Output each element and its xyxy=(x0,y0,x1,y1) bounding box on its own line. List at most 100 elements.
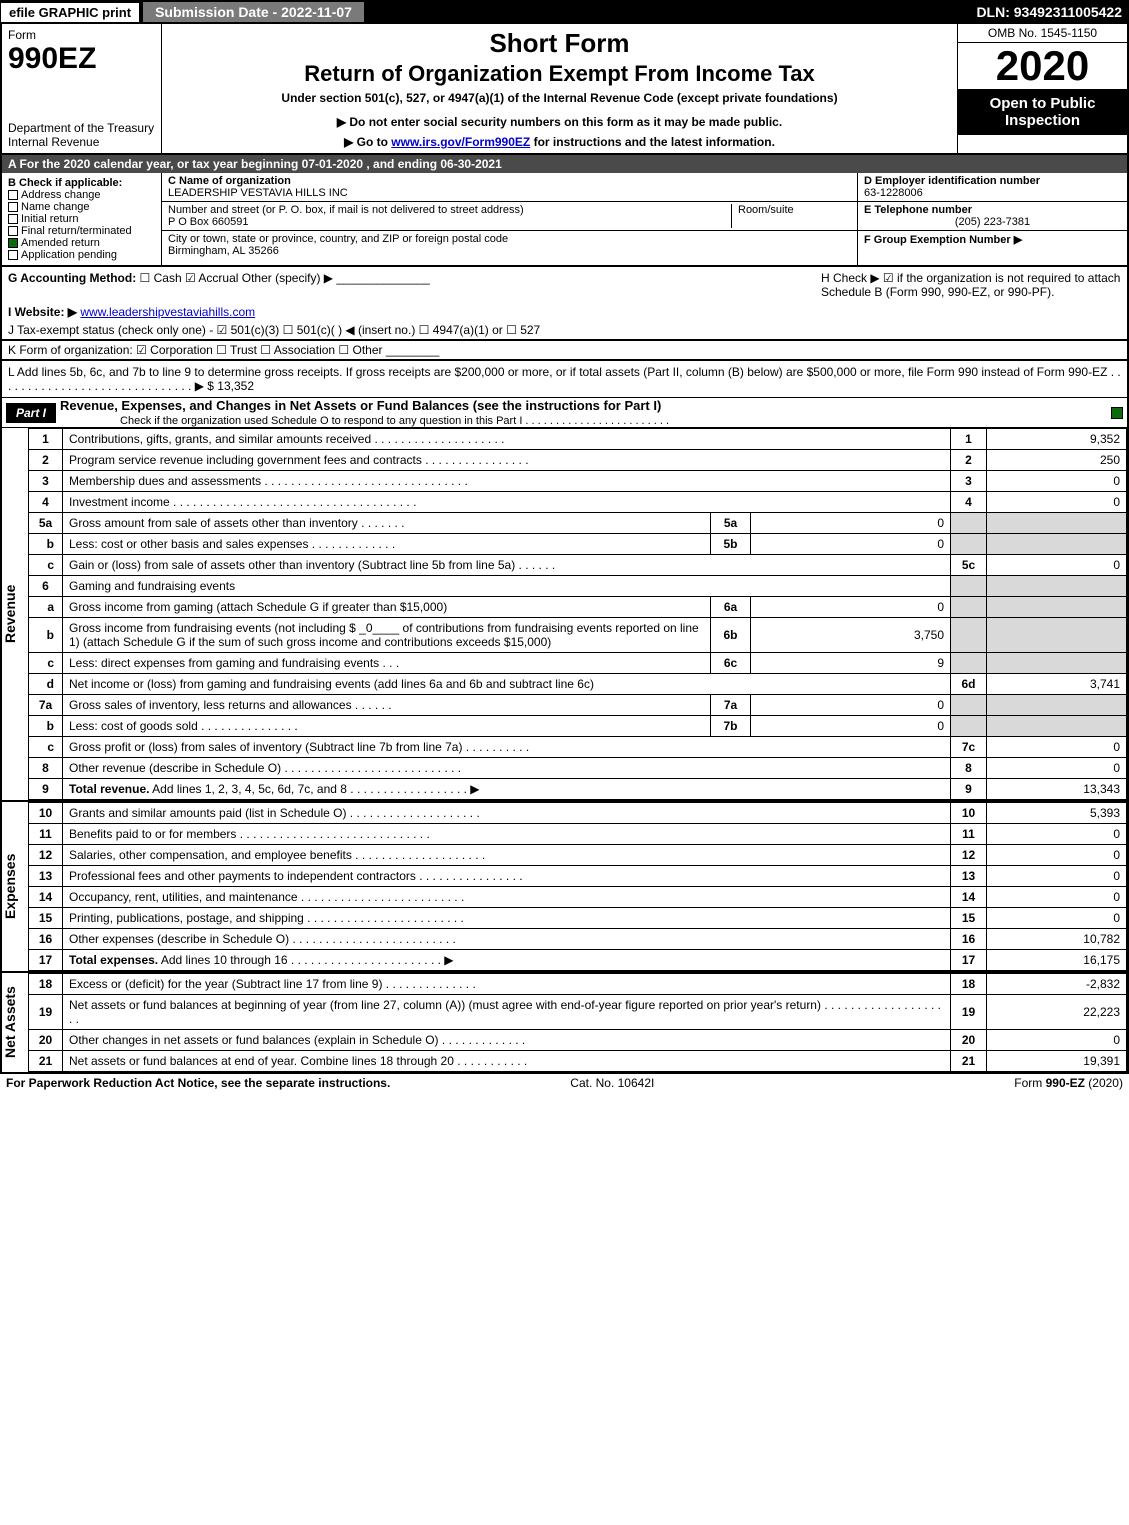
header-mid: Short Form Return of Organization Exempt… xyxy=(162,24,957,153)
line-2: 2Program service revenue including gover… xyxy=(29,450,1127,471)
netassets-side-label: Net Assets xyxy=(2,973,28,1072)
open-inspection: Open to Public Inspection xyxy=(958,89,1127,135)
goto-post: for instructions and the latest informat… xyxy=(530,135,775,149)
line-6d: dNet income or (loss) from gaming and fu… xyxy=(29,674,1127,695)
e-label: E Telephone number xyxy=(864,204,972,216)
city-label: City or town, state or province, country… xyxy=(168,233,508,245)
line-13: 13Professional fees and other payments t… xyxy=(29,866,1127,887)
line-3: 3Membership dues and assessments . . . .… xyxy=(29,471,1127,492)
expenses-section: Expenses 10Grants and similar amounts pa… xyxy=(0,802,1129,973)
org-name: LEADERSHIP VESTAVIA HILLS INC xyxy=(168,187,348,199)
irs-link[interactable]: www.irs.gov/Form990EZ xyxy=(391,135,530,149)
i-label: I Website: ▶ xyxy=(8,305,77,319)
line-6b: bGross income from fundraising events (n… xyxy=(29,618,1127,653)
line-6a: aGross income from gaming (attach Schedu… xyxy=(29,597,1127,618)
goto-line: ▶ Go to www.irs.gov/Form990EZ for instru… xyxy=(170,135,949,149)
efile-label[interactable]: efile GRAPHIC print xyxy=(1,3,139,22)
line-9: 9Total revenue. Add lines 1, 2, 3, 4, 5c… xyxy=(29,779,1127,800)
form-word: Form xyxy=(8,28,155,42)
opt-amended-return[interactable]: Amended return xyxy=(8,237,155,249)
line-21: 21Net assets or fund balances at end of … xyxy=(29,1051,1127,1072)
d-label: D Employer identification number xyxy=(864,175,1040,187)
line-7b: bLess: cost of goods sold . . . . . . . … xyxy=(29,716,1127,737)
line-5b: bLess: cost or other basis and sales exp… xyxy=(29,534,1127,555)
room-label: Room/suite xyxy=(738,204,794,216)
line-17: 17Total expenses. Add lines 10 through 1… xyxy=(29,950,1127,971)
line-15: 15Printing, publications, postage, and s… xyxy=(29,908,1127,929)
l-text: L Add lines 5b, 6c, and 7b to line 9 to … xyxy=(8,365,1121,393)
tax-year: 2020 xyxy=(958,43,1127,89)
line-10: 10Grants and similar amounts paid (list … xyxy=(29,803,1127,824)
netassets-section: Net Assets 18Excess or (deficit) for the… xyxy=(0,973,1129,1074)
section-l: L Add lines 5b, 6c, and 7b to line 9 to … xyxy=(0,361,1129,398)
l-value: 13,352 xyxy=(217,379,254,393)
ein-value: 63-1228006 xyxy=(864,187,923,199)
header-right: OMB No. 1545-1150 2020 Open to Public In… xyxy=(957,24,1127,153)
box-def: D Employer identification number 63-1228… xyxy=(857,173,1127,265)
title-return: Return of Organization Exempt From Incom… xyxy=(170,61,949,87)
box-b: B Check if applicable: Address change Na… xyxy=(2,173,162,265)
opt-address-change[interactable]: Address change xyxy=(8,189,155,201)
org-city: Birmingham, AL 35266 xyxy=(168,245,279,257)
line-19: 19Net assets or fund balances at beginni… xyxy=(29,995,1127,1030)
line-12: 12Salaries, other compensation, and empl… xyxy=(29,845,1127,866)
line-8: 8Other revenue (describe in Schedule O) … xyxy=(29,758,1127,779)
under-section: Under section 501(c), 527, or 4947(a)(1)… xyxy=(170,91,949,105)
section-i: I Website: ▶ www.leadershipvestaviahills… xyxy=(0,303,1129,321)
expenses-side-label: Expenses xyxy=(2,802,28,971)
addr-label: Number and street (or P. O. box, if mail… xyxy=(168,204,524,216)
revenue-side-label: Revenue xyxy=(2,428,28,800)
line-6c: cLess: direct expenses from gaming and f… xyxy=(29,653,1127,674)
section-g-h: G Accounting Method: ☐ Cash ☑ Accrual Ot… xyxy=(0,267,1129,303)
section-j: J Tax-exempt status (check only one) - ☑… xyxy=(0,321,1129,340)
footer-mid: Cat. No. 10642I xyxy=(570,1076,654,1090)
f-label: F Group Exemption Number ▶ xyxy=(864,234,1022,246)
section-k: K Form of organization: ☑ Corporation ☐ … xyxy=(0,340,1129,361)
box-c: C Name of organization LEADERSHIP VESTAV… xyxy=(162,173,857,265)
form-header: Form 990EZ Department of the Treasury In… xyxy=(0,24,1129,155)
top-bar: efile GRAPHIC print Submission Date - 20… xyxy=(0,0,1129,24)
dln-label: DLN: 93492311005422 xyxy=(976,4,1128,20)
part1-checkbox[interactable] xyxy=(1111,407,1123,419)
line-20: 20Other changes in net assets or fund ba… xyxy=(29,1030,1127,1051)
line-7a: 7aGross sales of inventory, less returns… xyxy=(29,695,1127,716)
revenue-section: Revenue 1Contributions, gifts, grants, a… xyxy=(0,428,1129,802)
line-14: 14Occupancy, rent, utilities, and mainte… xyxy=(29,887,1127,908)
line-7c: cGross profit or (loss) from sales of in… xyxy=(29,737,1127,758)
info-block: B Check if applicable: Address change Na… xyxy=(0,173,1129,267)
phone-value: (205) 223-7381 xyxy=(864,216,1121,228)
opt-application-pending[interactable]: Application pending xyxy=(8,249,155,261)
footer-left: For Paperwork Reduction Act Notice, see … xyxy=(6,1076,390,1090)
page-footer: For Paperwork Reduction Act Notice, see … xyxy=(0,1074,1129,1092)
omb-number: OMB No. 1545-1150 xyxy=(958,24,1127,43)
org-address: P O Box 660591 xyxy=(168,216,249,228)
opt-final-return[interactable]: Final return/terminated xyxy=(8,225,155,237)
title-short-form: Short Form xyxy=(170,28,949,59)
line-6: 6Gaming and fundraising events xyxy=(29,576,1127,597)
goto-pre: ▶ Go to xyxy=(344,135,391,149)
opt-name-change[interactable]: Name change xyxy=(8,201,155,213)
line-1: 1Contributions, gifts, grants, and simil… xyxy=(29,429,1127,450)
line-18: 18Excess or (deficit) for the year (Subt… xyxy=(29,974,1127,995)
submission-date: Submission Date - 2022-11-07 xyxy=(143,2,364,22)
department-label: Department of the Treasury Internal Reve… xyxy=(8,121,155,149)
g-options: ☐ Cash ☑ Accrual Other (specify) ▶ _____… xyxy=(140,271,430,285)
line-16: 16Other expenses (describe in Schedule O… xyxy=(29,929,1127,950)
part1-sub: Check if the organization used Schedule … xyxy=(120,415,669,427)
row-a-tax-year: A For the 2020 calendar year, or tax yea… xyxy=(0,155,1129,173)
ssn-warning: ▶ Do not enter social security numbers o… xyxy=(170,115,949,129)
line-11: 11Benefits paid to or for members . . . … xyxy=(29,824,1127,845)
c-name-label: C Name of organization xyxy=(168,175,291,187)
website-link[interactable]: www.leadershipvestaviahills.com xyxy=(80,305,255,319)
g-label: G Accounting Method: xyxy=(8,271,136,285)
h-text: H Check ▶ ☑ if the organization is not r… xyxy=(821,271,1121,299)
line-5a: 5aGross amount from sale of assets other… xyxy=(29,513,1127,534)
line-5c: cGain or (loss) from sale of assets othe… xyxy=(29,555,1127,576)
box-b-label: B Check if applicable: xyxy=(8,177,155,189)
part1-title: Revenue, Expenses, and Changes in Net As… xyxy=(60,398,661,413)
part1-tag: Part I xyxy=(6,403,56,423)
part1-header: Part I Revenue, Expenses, and Changes in… xyxy=(0,398,1129,428)
form-number: 990EZ xyxy=(8,42,155,76)
line-4: 4Investment income . . . . . . . . . . .… xyxy=(29,492,1127,513)
opt-initial-return[interactable]: Initial return xyxy=(8,213,155,225)
